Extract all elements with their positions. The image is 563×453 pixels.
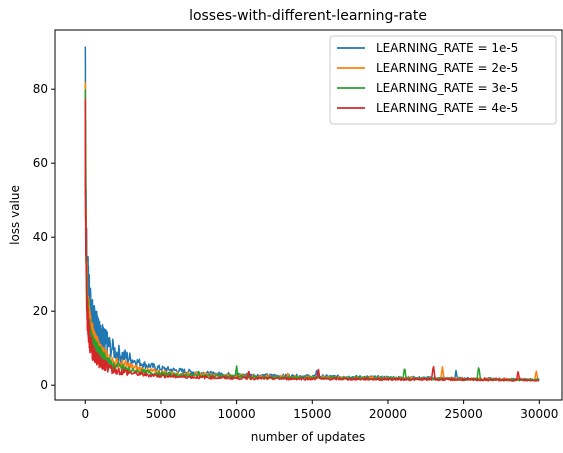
legend-box [329,35,557,125]
y-tick-label: 80 [33,82,48,96]
x-tick-label: 25000 [445,407,483,421]
legend-label-1: LEARNING_RATE = 1e-5 [376,41,518,55]
x-tick-label: 10000 [218,407,256,421]
y-tick-label: 60 [33,156,48,170]
legend-label-4: LEARNING_RATE = 4e-5 [376,101,518,115]
chart-title: losses-with-different-learning-rate [189,8,427,24]
x-tick-label: 20000 [369,407,407,421]
x-tick-label: 0 [81,407,89,421]
y-tick-label: 20 [33,304,48,318]
x-tick-label: 30000 [520,407,558,421]
y-tick-label: 0 [40,378,48,392]
x-axis-ticks: 0 5000 10000 15000 20000 25000 30000 [81,400,558,421]
legend: LEARNING_RATE = 1e-5 LEARNING_RATE = 2e-5… [329,35,557,125]
y-tick-label: 40 [33,230,48,244]
x-tick-label: 5000 [146,407,177,421]
plot-frame [54,29,563,401]
series-lines [84,46,540,382]
y-axis-label: loss value [8,185,22,245]
series-line-4 [84,99,540,382]
y-axis-ticks: 0 20 40 60 80 [33,82,55,392]
legend-label-3: LEARNING_RATE = 3e-5 [376,81,518,95]
x-axis-label: number of updates [251,430,366,444]
x-tick-label: 15000 [293,407,331,421]
legend-label-2: LEARNING_RATE = 2e-5 [376,61,518,75]
